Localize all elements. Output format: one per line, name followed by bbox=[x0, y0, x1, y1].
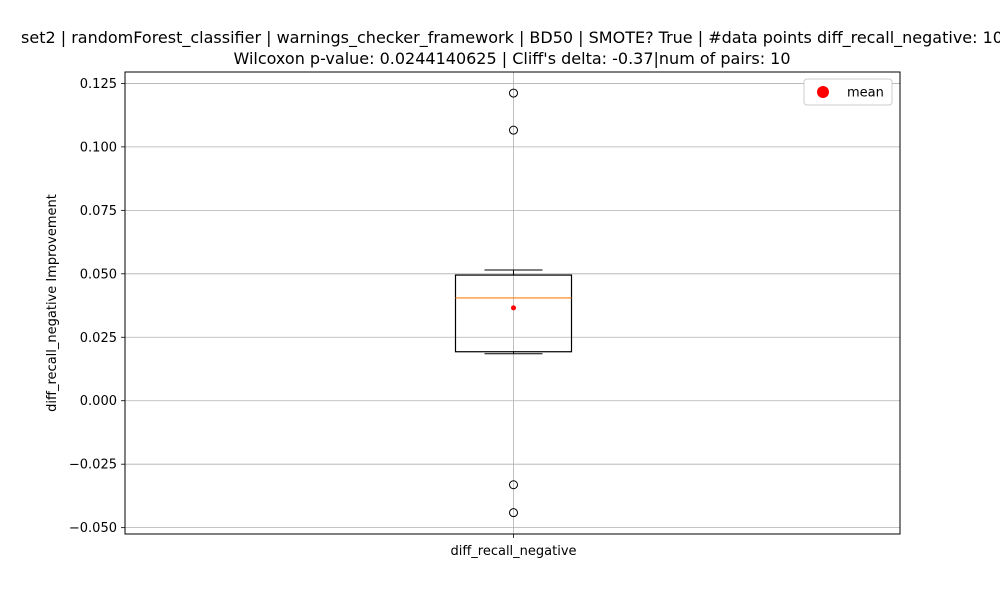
legend-label: mean bbox=[847, 86, 884, 101]
outlier-point bbox=[509, 88, 518, 98]
outlier-point bbox=[509, 508, 518, 518]
box-group bbox=[454, 88, 573, 518]
axes: −0.050 −0.025 0.000 0.025 0.050 0.075 0.100 0.1… bbox=[69, 71, 901, 559]
y-axis-label: diff_recall_negative Improvement bbox=[45, 194, 60, 412]
plot-frame bbox=[124, 71, 901, 535]
y-tick-label: 0.075 bbox=[80, 204, 117, 219]
legend-frame bbox=[803, 78, 893, 106]
mean-point bbox=[511, 305, 516, 311]
y-tick-label: −0.025 bbox=[69, 458, 117, 473]
iqr-box bbox=[454, 274, 573, 353]
y-tick-label: 0.125 bbox=[80, 77, 117, 92]
outlier-point bbox=[509, 480, 518, 490]
chart-title-line2: Wilcoxon p-value: 0.0244140625 | Cliff's… bbox=[233, 49, 790, 68]
chart-title-line1: set2 | randomForest_classifier | warning… bbox=[21, 28, 1000, 48]
x-tick-label: diff_recall_negative bbox=[450, 544, 576, 559]
legend: mean bbox=[803, 78, 893, 106]
y-tick-label: 0.000 bbox=[80, 394, 117, 409]
grid-lines bbox=[125, 72, 900, 534]
outlier-point bbox=[509, 125, 518, 135]
y-tick-label: −0.050 bbox=[69, 521, 117, 536]
y-tick-label: 0.050 bbox=[80, 267, 117, 282]
y-tick-label: 0.025 bbox=[80, 331, 117, 346]
y-tick-label: 0.100 bbox=[80, 140, 117, 155]
legend-marker bbox=[817, 86, 829, 98]
